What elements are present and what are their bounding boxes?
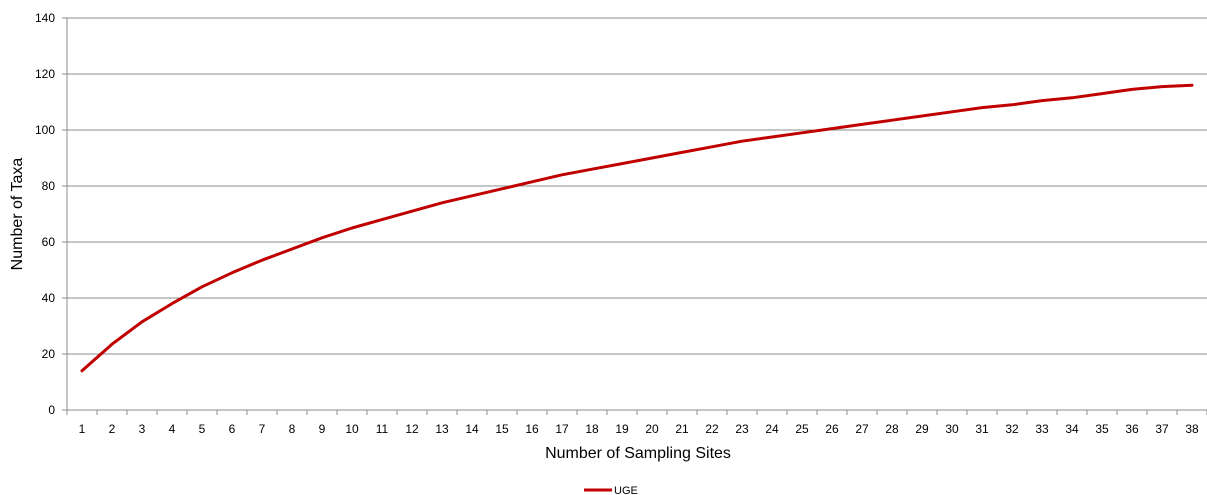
x-tick-label-18: 18 [585, 422, 599, 436]
x-tick-label-20: 20 [645, 422, 659, 436]
x-tick-label-26: 26 [825, 422, 839, 436]
x-tick-label-31: 31 [975, 422, 989, 436]
x-tick-labels: 1 2 3 4 5 6 7 8 9 10 11 12 13 14 15 16 17 18 19 20 21 22 23 24 2… [79, 422, 1199, 436]
y-tick-label-0: 0 [48, 403, 55, 417]
y-tick-label-140: 140 [35, 11, 55, 25]
gridlines [67, 17, 1207, 355]
y-tick-label-100: 100 [35, 123, 55, 137]
legend-label-uge: UGE [614, 485, 638, 495]
x-tick-label-24: 24 [765, 422, 779, 436]
x-tick-label-22: 22 [705, 422, 719, 436]
x-tick-label-37: 37 [1155, 422, 1169, 436]
series-group [80, 83, 1194, 373]
x-tick-label-30: 30 [945, 422, 959, 436]
x-tick-label-27: 27 [855, 422, 869, 436]
x-tick-label-28: 28 [885, 422, 899, 436]
x-tick-label-16: 16 [525, 422, 539, 436]
x-tick-label-33: 33 [1035, 422, 1049, 436]
y-tick-label-20: 20 [42, 347, 56, 361]
x-tick-label-9: 9 [319, 422, 326, 436]
x-tick-label-6: 6 [229, 422, 236, 436]
x-tick-label-7: 7 [259, 422, 266, 436]
x-tick-label-3: 3 [139, 422, 146, 436]
legend: UGE [584, 485, 638, 495]
x-tick-label-12: 12 [405, 422, 419, 436]
x-tick-label-23: 23 [735, 422, 749, 436]
x-tick-label-36: 36 [1125, 422, 1139, 436]
y-tick-label-120: 120 [35, 67, 55, 81]
y-tick-labels: 0 20 40 60 80 100 120 140 [35, 11, 55, 417]
y-tick-label-60: 60 [42, 235, 56, 249]
x-tick-label-4: 4 [169, 422, 176, 436]
axes [62, 17, 1207, 415]
x-tick-label-38: 38 [1185, 422, 1199, 436]
x-tick-label-14: 14 [465, 422, 479, 436]
x-tick-label-10: 10 [345, 422, 359, 436]
x-tick-label-34: 34 [1065, 422, 1079, 436]
x-tick-label-32: 32 [1005, 422, 1019, 436]
x-tick-label-19: 19 [615, 422, 629, 436]
x-tick-label-25: 25 [795, 422, 809, 436]
x-tick-label-21: 21 [675, 422, 689, 436]
y-axis-title: Number of Taxa [9, 158, 26, 271]
x-tick-label-13: 13 [435, 422, 449, 436]
y-tick-label-40: 40 [42, 291, 56, 305]
x-tick-label-15: 15 [495, 422, 509, 436]
y-tick-label-80: 80 [42, 179, 56, 193]
x-axis-title: Number of Sampling Sites [545, 445, 731, 462]
series-line-uge [80, 83, 1194, 373]
x-tick-label-1: 1 [79, 422, 86, 436]
x-tick-label-35: 35 [1095, 422, 1109, 436]
x-tick-label-8: 8 [289, 422, 296, 436]
x-tick-label-5: 5 [199, 422, 206, 436]
x-tick-label-2: 2 [109, 422, 116, 436]
x-tick-label-29: 29 [915, 422, 929, 436]
x-tick-label-11: 11 [376, 422, 389, 436]
x-tick-label-17: 17 [555, 422, 569, 436]
